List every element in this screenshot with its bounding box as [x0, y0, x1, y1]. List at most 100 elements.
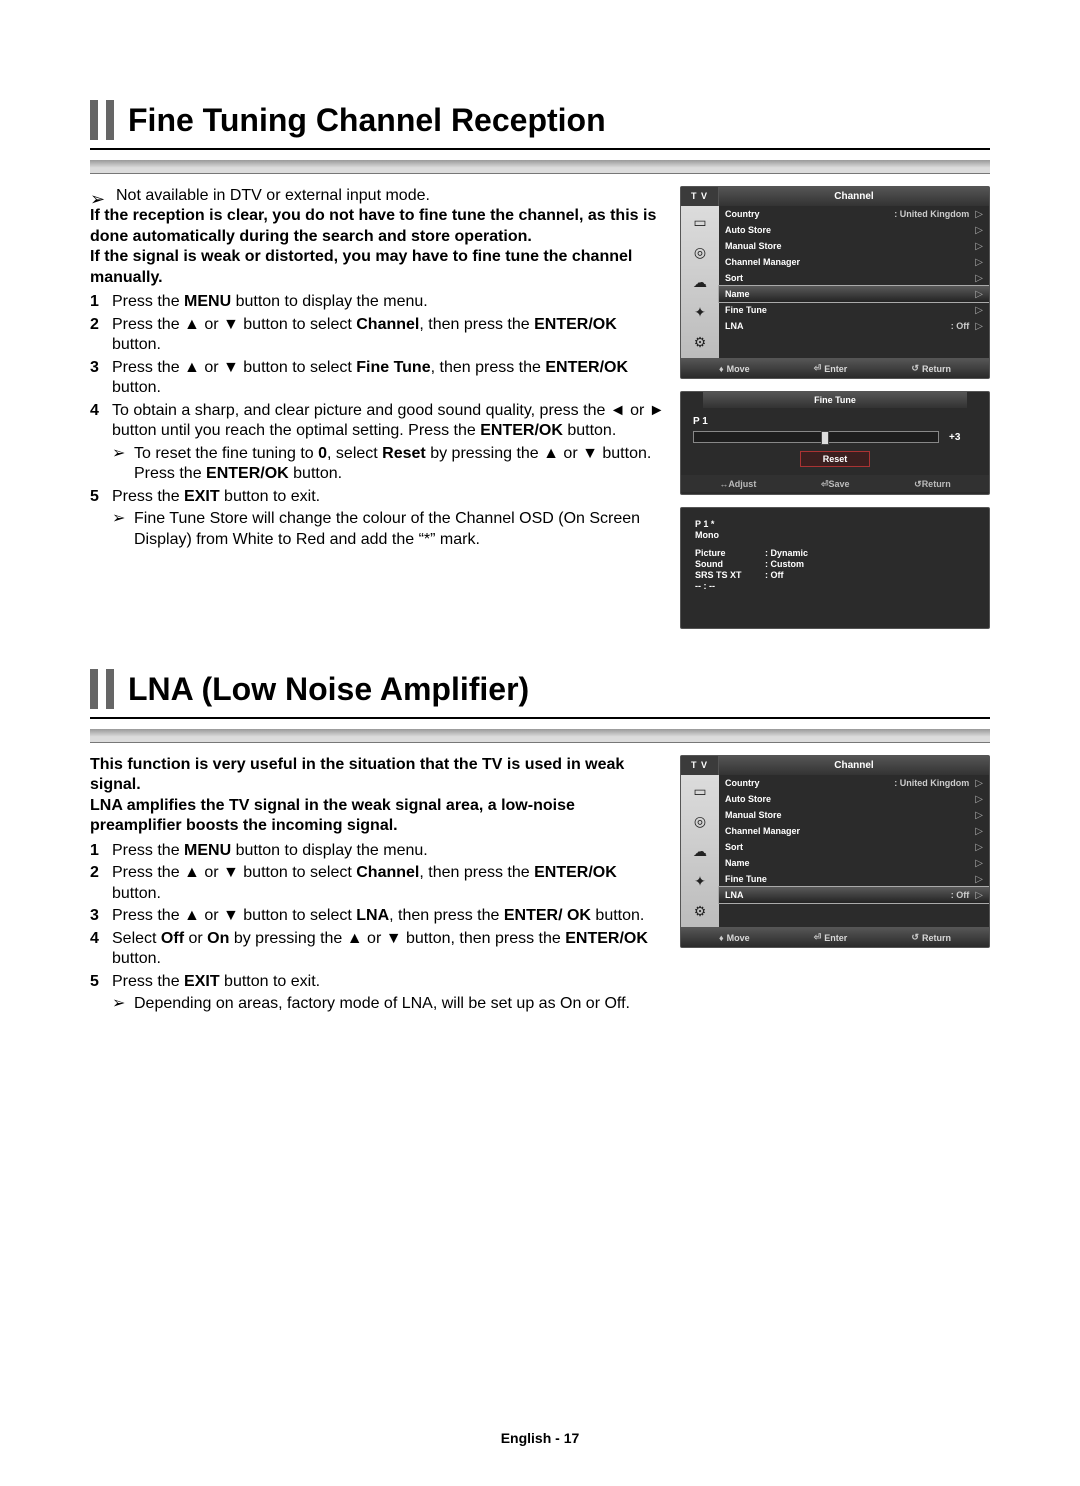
osd-list: Country: United Kingdom▷Auto Store▷Manua… [719, 206, 989, 358]
osd-menu-item[interactable]: Sort▷ [719, 839, 989, 855]
osd-menu-item[interactable]: Country: United Kingdom▷ [719, 206, 989, 222]
section1-heading: Fine Tuning Channel Reception [90, 100, 990, 140]
section2-content: This function is very useful in the situ… [90, 755, 990, 1017]
step-body: Press the ▲ or ▼ button to select Channe… [112, 863, 666, 904]
step-body: Press the ▲ or ▼ button to select Channe… [112, 315, 666, 356]
hint-return: ↺Return [911, 363, 951, 374]
osd-category-icon[interactable]: ⚙ [688, 899, 712, 923]
step: 1Press the MENU button to display the me… [90, 841, 666, 861]
hint-move: ♦Move [719, 932, 750, 943]
heading-rule [90, 148, 990, 150]
osd-menu-item[interactable]: Channel Manager▷ [719, 823, 989, 839]
osd-menu-item[interactable]: Manual Store▷ [719, 238, 989, 254]
heading-band [90, 729, 990, 743]
osd-category-icon[interactable]: ☁ [688, 270, 712, 294]
heading-bar-icon [90, 100, 114, 140]
osd-menu-item[interactable]: LNA: Off▷ [719, 887, 989, 903]
step: 4To obtain a sharp, and clear picture an… [90, 401, 666, 442]
osd-menu-item[interactable]: Auto Store▷ [719, 791, 989, 807]
step: 5Press the EXIT button to exit. [90, 972, 666, 992]
step: 2Press the ▲ or ▼ button to select Chann… [90, 863, 666, 904]
osd-list: Country: United Kingdom▷Auto Store▷Manua… [719, 775, 989, 927]
osd-title: Channel [719, 187, 989, 206]
step-body: Press the MENU button to display the men… [112, 292, 666, 312]
heading-rule [90, 717, 990, 719]
section1-note-text: Not available in DTV or external input m… [116, 187, 430, 204]
osd-icon-column: ▭ ◎ ☁ ✦ ⚙ [681, 775, 719, 927]
substep: ➢To reset the fine tuning to 0, select R… [112, 444, 666, 485]
osd-footer: ♦Move⏎Enter↺Return [681, 927, 989, 947]
osd-menu-item[interactable]: Manual Store▷ [719, 807, 989, 823]
info-row: SRS TS XTOff [695, 570, 975, 580]
osd-tv-label: T V [681, 187, 719, 206]
hint-return: ↺Return [914, 479, 951, 490]
osd-category-icon[interactable]: ✦ [688, 300, 712, 324]
info-time: -- : -- [695, 581, 975, 591]
section1-title: Fine Tuning Channel Reception [128, 102, 606, 139]
hint-return: ↺Return [911, 932, 951, 943]
hint-enter: ⏎Enter [814, 363, 848, 374]
section2-bold2: LNA amplifies the TV signal in the weak … [90, 796, 666, 837]
osd-menu-item[interactable]: Channel Manager▷ [719, 254, 989, 270]
note-marker-icon: ➢ [112, 444, 134, 485]
step: 3Press the ▲ or ▼ button to select LNA, … [90, 906, 666, 926]
note-marker-icon: ➢ [90, 188, 105, 211]
step: 4Select Off or On by pressing the ▲ or ▼… [90, 929, 666, 970]
finetune-slider-thumb[interactable] [821, 431, 829, 445]
return-icon: ↺ [914, 479, 922, 489]
finetune-slider[interactable] [693, 431, 939, 443]
osd-menu-item[interactable]: Fine Tune▷ [719, 871, 989, 887]
osd-menu-item[interactable]: Country: United Kingdom▷ [719, 775, 989, 791]
substep-body: Depending on areas, factory mode of LNA,… [134, 994, 666, 1014]
section1-content: ➢ Not available in DTV or external input… [90, 186, 990, 629]
section1-text: ➢ Not available in DTV or external input… [90, 186, 666, 629]
step-body: Press the EXIT button to exit. [112, 972, 666, 992]
step-body: Press the ▲ or ▼ button to select LNA, t… [112, 906, 666, 926]
osd-menu-item[interactable]: LNA: Off▷ [719, 318, 989, 334]
section2-text: This function is very useful in the situ… [90, 755, 666, 1017]
note-marker-icon: ➢ [112, 994, 134, 1014]
osd-title: Channel [719, 756, 989, 775]
step-body: Press the EXIT button to exit. [112, 487, 666, 507]
step-body: Press the ▲ or ▼ button to select Fine T… [112, 358, 666, 399]
osd-category-icon[interactable]: ☁ [688, 839, 712, 863]
osd-category-icon[interactable]: ▭ [688, 210, 712, 234]
osd-menu-item[interactable]: Sort▷ [719, 270, 989, 286]
substep-body: Fine Tune Store will change the colour o… [134, 509, 666, 550]
osd-category-icon[interactable]: ▭ [688, 779, 712, 803]
info-row: SoundCustom [695, 559, 975, 569]
step: 2Press the ▲ or ▼ button to select Chann… [90, 315, 666, 356]
osd-menu-item[interactable]: Auto Store▷ [719, 222, 989, 238]
substep: ➢Depending on areas, factory mode of LNA… [112, 994, 666, 1014]
section2-steps: 1Press the MENU button to display the me… [90, 841, 666, 1015]
osd-footer: ♦Move ⏎Enter ↺Return [681, 358, 989, 378]
section1-screenshots: T VChannel ▭ ◎ ☁ ✦ ⚙ Country: United Kingdom▷A… [680, 186, 990, 629]
section1-steps: 1Press the MENU button to display the me… [90, 292, 666, 550]
page-footer: English - 17 [0, 1430, 1080, 1446]
osd-category-icon[interactable]: ✦ [688, 869, 712, 893]
osd-category-icon[interactable]: ◎ [688, 240, 712, 264]
info-row: PictureDynamic [695, 548, 975, 558]
osd-category-icon[interactable]: ◎ [688, 809, 712, 833]
finetune-footer: ↔Adjust ⏎Save ↺Return [681, 475, 989, 492]
osd-fine-tune: Fine Tune P 1 +3 Reset ↔Adjust ⏎Save ↺Re… [680, 391, 990, 495]
osd-menu-item[interactable]: Name▷ [719, 286, 989, 302]
osd-category-icon[interactable]: ⚙ [688, 330, 712, 354]
osd-channel-menu: T VChannel ▭ ◎ ☁ ✦ ⚙ Country: United Kingdom▷A… [680, 755, 990, 948]
osd-icon-column: ▭ ◎ ☁ ✦ ⚙ [681, 206, 719, 358]
heading-bar-icon [90, 669, 114, 709]
osd-tv-label: T V [681, 756, 719, 775]
manual-page: Fine Tuning Channel Reception ➢ Not avai… [0, 0, 1080, 1486]
substep: ➢Fine Tune Store will change the colour … [112, 509, 666, 550]
finetune-slider-row: +3 [681, 431, 989, 443]
info-channel: P 1 * [695, 519, 975, 529]
section2-title: LNA (Low Noise Amplifier) [128, 671, 529, 708]
section2-screenshots: T VChannel ▭ ◎ ☁ ✦ ⚙ Country: United Kingdom▷A… [680, 755, 990, 1017]
osd-menu-item[interactable]: Fine Tune▷ [719, 302, 989, 318]
heading-band [90, 160, 990, 174]
finetune-reset-button[interactable]: Reset [800, 451, 871, 467]
hint-move: ♦Move [719, 363, 750, 374]
osd-menu-item[interactable]: Name▷ [719, 855, 989, 871]
finetune-value: +3 [949, 432, 977, 443]
finetune-channel: P 1 [681, 416, 989, 427]
